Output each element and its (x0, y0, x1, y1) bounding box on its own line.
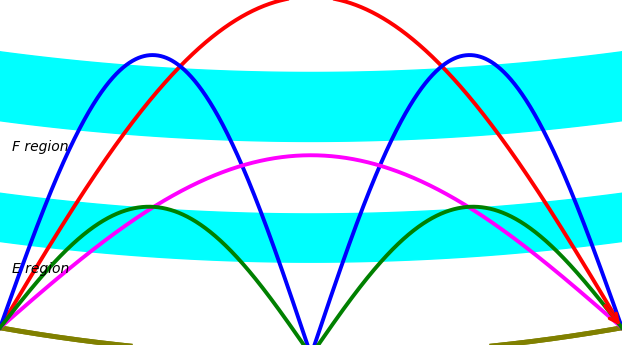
Polygon shape (0, 52, 622, 141)
Text: E region: E region (12, 262, 70, 276)
Text: F region: F region (12, 140, 69, 154)
Polygon shape (0, 193, 622, 262)
